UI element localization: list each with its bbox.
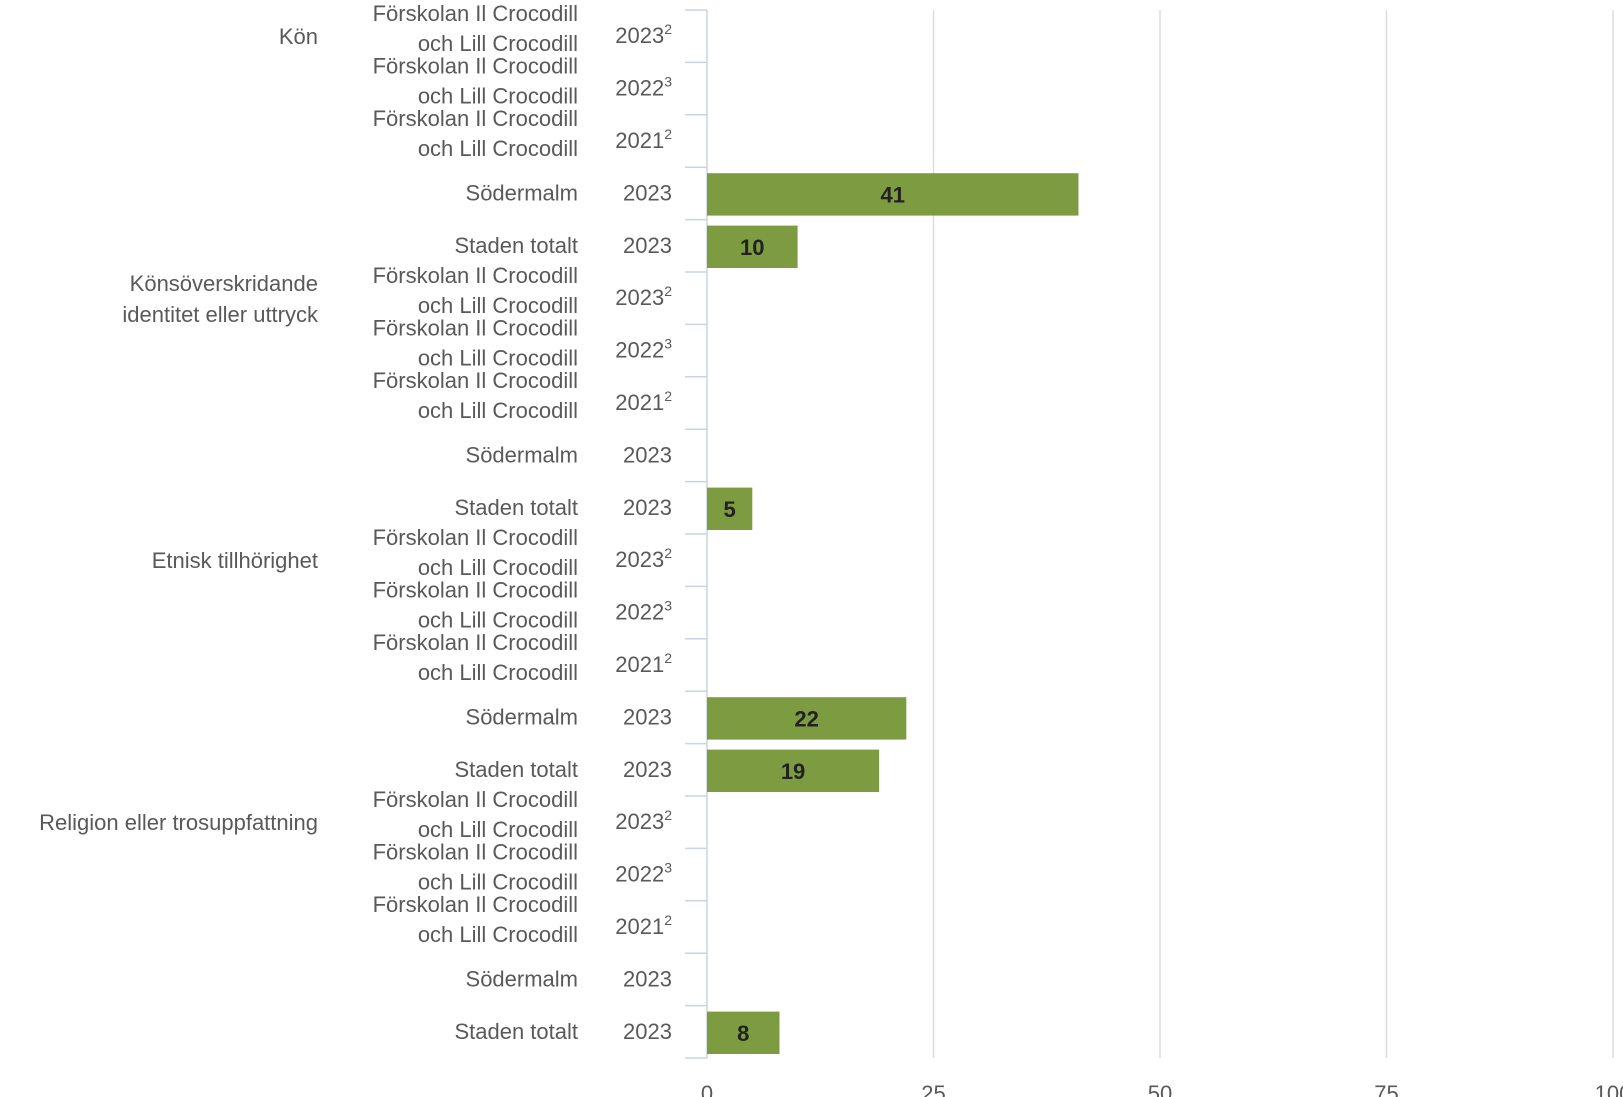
bar [707, 1011, 780, 1054]
row-year-label: 20232 [615, 21, 672, 48]
bar [707, 487, 753, 530]
row-year-label: 2023 [623, 442, 672, 467]
row-unit-label: Förskolan Il Crocodill och Lill Crocodill [373, 1, 578, 56]
row-unit-label: Södermalm [466, 180, 578, 205]
row-year-label: 20232 [615, 807, 672, 834]
row-year-label: 2023 [623, 495, 672, 520]
x-axis: 0 25 50 75 100 [701, 1081, 1623, 1097]
row-year-label: 20212 [615, 388, 672, 415]
group-label: Kön [279, 24, 318, 49]
row-unit-label: Förskolan Il Crocodill och Lill Crocodill [373, 525, 578, 580]
bar-value-label: 22 [794, 706, 818, 731]
grid-lines [932, 10, 1614, 1058]
row-year-label: 20223 [615, 598, 672, 625]
x-tick-label: 25 [921, 1081, 945, 1097]
bar [707, 697, 907, 740]
row-unit-label: Förskolan Il Crocodill och Lill Crocodill [373, 787, 578, 842]
bar [707, 173, 1079, 216]
row-unit-label: Förskolan Il Crocodill och Lill Crocodill [373, 840, 578, 895]
row-unit-label: Södermalm [466, 442, 578, 467]
row-unit-label: Förskolan Il Crocodill och Lill Crocodill [373, 263, 578, 318]
bars: 41 10 5 22 19 8 [707, 173, 1079, 1054]
row-year-label: 2023 [623, 1019, 672, 1044]
row-unit-label: Staden totalt [454, 233, 578, 258]
x-tick-label: 50 [1148, 1081, 1172, 1097]
row-labels: Förskolan Il Crocodill och Lill Crocodill… [373, 1, 673, 1044]
row-year-label: 20223 [615, 860, 672, 887]
row-unit-label: Staden totalt [454, 495, 578, 520]
x-tick-label: 0 [701, 1081, 713, 1097]
row-year-label: 2023 [623, 966, 672, 991]
category-axis-ticks [685, 9, 708, 1059]
bar [707, 749, 880, 792]
group-label: Religion eller trosuppfattning [39, 810, 318, 835]
row-unit-label: Södermalm [466, 704, 578, 729]
row-year-label: 20232 [615, 283, 672, 310]
bar [707, 225, 798, 268]
bar-value-label: 8 [737, 1021, 749, 1046]
row-unit-label: Förskolan Il Crocodill och Lill Crocodill [373, 368, 578, 423]
row-year-label: 2023 [623, 233, 672, 258]
row-year-label: 2023 [623, 704, 672, 729]
bar-value-label: 10 [740, 235, 764, 260]
row-year-label: 20223 [615, 336, 672, 363]
group-label: Könsöverskridande identitet eller uttryck [122, 271, 319, 327]
group-labels: Kön Könsöverskridande identitet eller uttr… [39, 24, 319, 835]
row-year-label: 2023 [623, 180, 672, 205]
row-year-label: 20232 [615, 545, 672, 572]
x-tick-label: 100 [1595, 1081, 1623, 1097]
row-unit-label: Förskolan Il Crocodill och Lill Crocodill [373, 54, 578, 109]
row-year-label: 20223 [615, 74, 672, 101]
row-unit-label: Förskolan Il Crocodill och Lill Crocodill [373, 578, 578, 633]
row-unit-label: Förskolan Il Crocodill och Lill Crocodill [373, 630, 578, 685]
row-year-label: 20212 [615, 912, 672, 939]
row-unit-label: Förskolan Il Crocodill och Lill Crocodill [373, 106, 578, 161]
row-unit-label: Staden totalt [454, 1019, 578, 1044]
row-unit-label: Förskolan Il Crocodill och Lill Crocodill [373, 316, 578, 371]
group-label: Etnisk tillhörighet [152, 548, 318, 573]
bar-value-label: 5 [724, 497, 736, 522]
row-year-label: 2023 [623, 757, 672, 782]
bar-value-label: 19 [781, 759, 805, 784]
bar-value-label: 41 [880, 182, 904, 207]
row-year-label: 20212 [615, 650, 672, 677]
x-tick-label: 75 [1374, 1081, 1398, 1097]
row-year-label: 20212 [615, 126, 672, 153]
row-unit-label: Staden totalt [454, 757, 578, 782]
row-unit-label: Södermalm [466, 966, 578, 991]
row-unit-label: Förskolan Il Crocodill och Lill Crocodill [373, 892, 578, 947]
